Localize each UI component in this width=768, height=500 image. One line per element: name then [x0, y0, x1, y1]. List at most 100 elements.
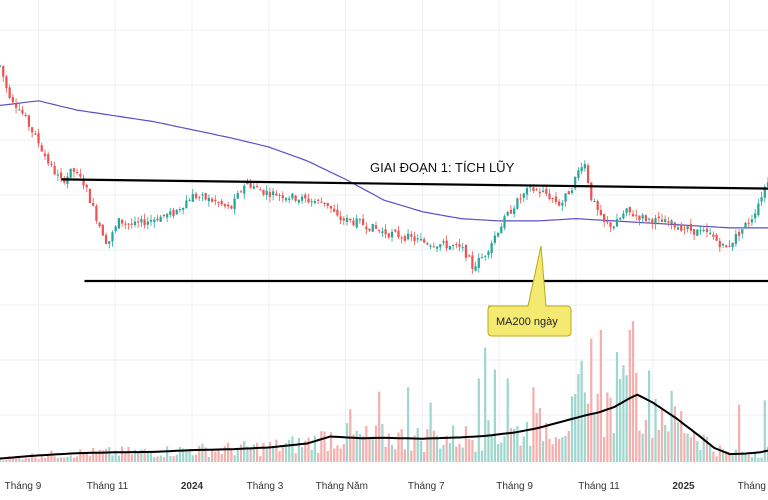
- candle: [570, 187, 574, 195]
- candle: [272, 188, 275, 201]
- candle-body: [451, 245, 455, 247]
- candle: [108, 241, 111, 249]
- candle-body: [721, 243, 725, 246]
- volume-bar: [323, 431, 326, 462]
- volume-bar: [281, 446, 284, 462]
- candle-body: [644, 215, 648, 221]
- candle-body: [59, 172, 63, 179]
- volume-bar: [230, 449, 233, 462]
- volume-bar: [484, 347, 487, 462]
- candle: [137, 217, 140, 228]
- candle: [506, 210, 509, 217]
- candle: [8, 84, 11, 100]
- volume-bar: [153, 457, 156, 462]
- volume-bar: [683, 433, 686, 462]
- candle: [159, 214, 162, 223]
- candle: [69, 168, 72, 180]
- volume-bar: [647, 370, 651, 462]
- volume-bar: [124, 452, 127, 462]
- volume-bar: [387, 433, 390, 462]
- candle: [519, 193, 522, 204]
- candle: [239, 189, 243, 193]
- volume-bar: [471, 440, 474, 462]
- candle-body: [313, 201, 317, 204]
- candle: [300, 193, 304, 204]
- candle: [635, 209, 638, 221]
- candle: [432, 242, 435, 248]
- volume-bar: [268, 442, 272, 462]
- candle-body: [570, 190, 574, 193]
- candle-body: [230, 205, 233, 209]
- volume-bar: [140, 449, 143, 462]
- volume-bar: [239, 444, 243, 462]
- volume-bar: [98, 449, 101, 462]
- candle-body: [432, 246, 435, 248]
- candle-body: [133, 221, 137, 225]
- x-axis-labels: Tháng 9 Tháng 11 2024 Tháng 3 Tháng Năm Tháng…: [5, 481, 766, 492]
- candle-body: [268, 192, 272, 197]
- volume-bar: [233, 455, 236, 462]
- candle: [24, 112, 27, 117]
- candle: [423, 236, 426, 244]
- candle-body: [278, 194, 281, 196]
- candle: [500, 223, 503, 234]
- volume-bar: [191, 455, 194, 462]
- candle: [574, 176, 577, 191]
- candle: [619, 216, 622, 221]
- candle: [217, 201, 220, 208]
- candle: [47, 151, 50, 167]
- volume-bar: [493, 369, 496, 462]
- volume-bar: [182, 448, 185, 462]
- volume-bar: [644, 419, 648, 462]
- volume-bar: [741, 451, 744, 462]
- candle-body: [718, 241, 721, 248]
- volume-bar: [660, 408, 664, 462]
- ma200-line: [0, 100, 768, 229]
- candle: [255, 183, 259, 188]
- candle: [111, 230, 114, 247]
- volume-bar: [159, 455, 162, 462]
- volume-bar: [641, 433, 644, 462]
- volume-bar: [628, 330, 631, 462]
- volume-bar: [243, 441, 246, 462]
- candle: [599, 204, 603, 216]
- candle-body: [609, 222, 612, 228]
- candle: [162, 214, 165, 219]
- volume-bar: [403, 449, 407, 462]
- candle-body: [423, 239, 426, 243]
- candle: [686, 224, 689, 233]
- candle-body: [468, 255, 471, 257]
- volume-bar: [763, 400, 766, 462]
- volume-bar: [342, 444, 345, 462]
- candle-body: [175, 209, 178, 215]
- candle-body: [88, 188, 92, 204]
- volume-bar: [635, 372, 638, 462]
- candle-body: [378, 229, 381, 231]
- candle: [747, 217, 750, 228]
- volume-bar: [355, 430, 358, 462]
- candle: [288, 195, 291, 204]
- candle: [127, 223, 130, 230]
- candle-body: [172, 209, 175, 216]
- volume-bar: [554, 437, 558, 462]
- candle-body: [24, 114, 27, 116]
- candle-body: [185, 200, 188, 209]
- volume-bar: [178, 447, 182, 462]
- volume-bar: [709, 445, 712, 462]
- volume-bar: [548, 438, 551, 462]
- volume-bar: [82, 452, 85, 462]
- candle-body: [426, 243, 429, 245]
- volume-bar: [458, 443, 461, 462]
- candle: [381, 227, 384, 237]
- candle: [593, 198, 596, 203]
- candle: [628, 206, 631, 216]
- candle: [487, 250, 490, 259]
- candle-body: [641, 215, 644, 219]
- candle-body: [606, 221, 609, 223]
- candle-body: [336, 209, 339, 216]
- volume-bar: [88, 456, 92, 462]
- volume-bar: [172, 456, 175, 462]
- candle-body: [207, 197, 210, 202]
- candle: [676, 223, 680, 230]
- candle-body: [85, 184, 88, 188]
